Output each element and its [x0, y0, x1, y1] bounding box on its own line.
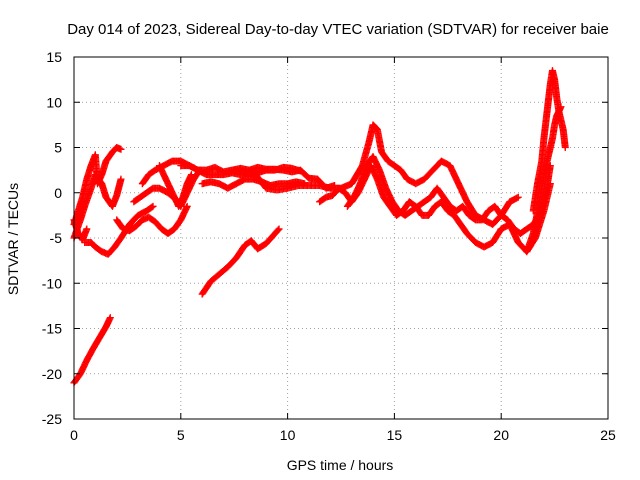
- x-tick-label: 10: [280, 427, 296, 443]
- data-point: [274, 226, 282, 234]
- data-point: [117, 145, 125, 153]
- series-arc4: [70, 171, 125, 242]
- data-point: [148, 203, 156, 211]
- series-arc17: [523, 103, 565, 256]
- series-arc10: [155, 162, 195, 210]
- data-point: [561, 144, 569, 151]
- data-point: [149, 202, 157, 210]
- y-tick-label: -15: [42, 321, 62, 337]
- x-axis-label: GPS time / hours: [287, 457, 394, 473]
- data-point: [557, 103, 565, 111]
- series-arc1: [70, 314, 114, 387]
- x-tick-label: 5: [177, 427, 185, 443]
- y-tick-label: -20: [42, 366, 62, 382]
- y-tick-label: 10: [46, 94, 62, 110]
- x-tick-label: 15: [387, 427, 403, 443]
- data-point: [117, 175, 125, 183]
- grid-lines: [74, 57, 608, 419]
- data-point: [275, 225, 283, 233]
- y-tick-label: 15: [46, 49, 62, 65]
- chart-title: Day 014 of 2023, Sidereal Day-to-day VTE…: [67, 21, 609, 38]
- y-tick-label: 0: [54, 185, 62, 201]
- series-layer: [70, 67, 569, 387]
- x-tick-label: 25: [600, 427, 616, 443]
- y-tick-label: -5: [50, 230, 63, 246]
- series-arc15: [343, 153, 554, 237]
- series-arc2: [198, 225, 283, 298]
- y-tick-label: 5: [54, 140, 62, 156]
- x-tick-label: 0: [70, 427, 78, 443]
- data-point: [187, 171, 195, 179]
- y-tick-label: -25: [42, 411, 62, 427]
- series-arc7: [113, 202, 191, 237]
- data-point: [296, 167, 304, 175]
- axis-ticks: 0 5 10 15 20 25 -25 -20 -15 -10 -5 0 5 10 15: [42, 49, 616, 443]
- data-point: [83, 225, 91, 233]
- data-point: [183, 202, 191, 210]
- x-tick-label: 20: [493, 427, 509, 443]
- series-arc14: [316, 162, 554, 256]
- series-arc5: [81, 202, 157, 258]
- data-point: [106, 314, 114, 322]
- y-axis-label: SDTVAR / TECUs: [5, 183, 21, 295]
- y-tick-label: -10: [42, 275, 62, 291]
- data-point: [514, 193, 522, 201]
